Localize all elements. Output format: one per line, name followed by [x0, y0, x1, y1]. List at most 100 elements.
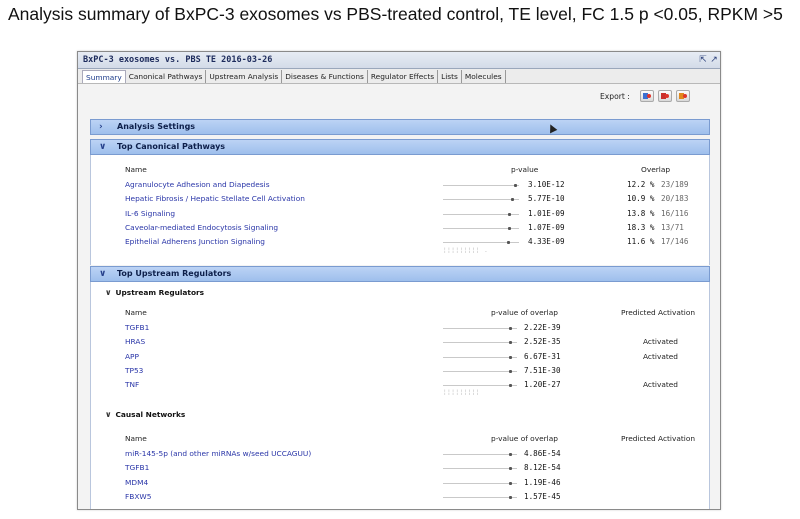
- pvalue-bar-track: [443, 199, 519, 201]
- overlap-count: 13/71: [661, 222, 684, 232]
- slide-title: Analysis summary of BxPC-3 exosomes vs P…: [8, 4, 783, 24]
- overlap-count: 16/116: [661, 208, 689, 218]
- pathway-link[interactable]: Caveolar-mediated Endocytosis Signaling: [125, 222, 279, 232]
- pvalue-bar-track: [443, 185, 519, 186]
- pvalue-value: 2.52E-35: [524, 337, 561, 347]
- export-powerpoint-icon[interactable]: [676, 90, 690, 102]
- top-upstream-regulators-label: Top Upstream Regulators: [117, 269, 232, 278]
- predicted-activation-value: Activated: [643, 380, 678, 390]
- pvalue-bar-track: [443, 356, 517, 358]
- export-excel-icon[interactable]: [640, 90, 654, 102]
- top-canonical-pathways-label: Top Canonical Pathways: [117, 142, 226, 151]
- analysis-settings-header[interactable]: › Analysis Settings: [90, 119, 710, 135]
- window-titlebar: BxPC-3 exosomes vs. PBS TE 2016-03-26 ⇱ …: [78, 52, 720, 69]
- tab-regulator-effects[interactable]: Regulator Effects: [368, 70, 439, 83]
- restore-icon[interactable]: ⇱: [699, 54, 707, 64]
- upstream-regulators-panel: ∨ Upstream Regulators Name p-value of ove…: [90, 282, 710, 509]
- causal-networks-subheader[interactable]: ∨ Causal Networks: [105, 410, 185, 419]
- pvalue-value: 1.01E-09: [528, 208, 565, 218]
- pvalue-value: 3.10E-12: [528, 180, 565, 189]
- upstream-regulators-subheader[interactable]: ∨ Upstream Regulators: [105, 288, 204, 297]
- window-title: BxPC-3 exosomes vs. PBS TE 2016-03-26: [83, 55, 273, 65]
- col-name: Name: [125, 434, 147, 443]
- pvalue-bar-track: [443, 213, 519, 215]
- pvalue-bar-marker: [509, 467, 512, 471]
- top-upstream-regulators-header[interactable]: ∨ Top Upstream Regulators: [90, 266, 710, 282]
- pvalue-value: 4.86E-54: [524, 449, 561, 458]
- tab-upstream-analysis[interactable]: Upstream Analysis: [206, 70, 283, 83]
- regulator-link[interactable]: miR-145-5p (and other miRNAs w/seed UCCA…: [125, 449, 312, 458]
- col-predicted-activation: Predicted Activation: [621, 308, 696, 317]
- export-label: Export :: [600, 92, 630, 101]
- tab-canonical-pathways[interactable]: Canonical Pathways: [126, 70, 207, 83]
- pvalue-bar-marker: [509, 355, 512, 359]
- pvalue-bar-track: [443, 342, 517, 344]
- pvalue-bar-marker: [509, 384, 512, 388]
- pvalue-bar-marker: [509, 495, 512, 499]
- export-bar: Export :: [78, 84, 720, 106]
- predicted-activation-value: Activated: [643, 351, 678, 361]
- col-predicted-activation: Predicted Activation: [621, 434, 696, 443]
- chevron-down-icon: ∨: [99, 269, 107, 279]
- pvalue-bar-marker: [509, 369, 512, 373]
- tab-lists[interactable]: Lists: [438, 70, 462, 83]
- col-overlap: Overlap: [641, 165, 671, 174]
- regulator-link[interactable]: FBXW5: [125, 491, 152, 501]
- overlap-percent: 11.6 %: [627, 237, 655, 247]
- col-pvalue-overlap: p-value of overlap: [491, 308, 558, 317]
- pvalue-bar-marker: [511, 198, 514, 202]
- pvalue-bar-track: [443, 242, 519, 244]
- tab-summary[interactable]: Summary: [82, 70, 126, 83]
- pvalue-value: 1.19E-46: [524, 477, 561, 487]
- pvalue-value: 1.07E-09: [528, 222, 565, 232]
- regulator-link[interactable]: HRAS: [125, 337, 146, 347]
- pvalue-bar-track: [443, 370, 517, 372]
- ipa-analysis-window: BxPC-3 exosomes vs. PBS TE 2016-03-26 ⇱ …: [77, 51, 721, 510]
- overlap-count: 23/189: [661, 180, 689, 189]
- pvalue-bar-marker: [508, 226, 511, 230]
- regulator-link[interactable]: TP53: [125, 365, 144, 375]
- regulator-link[interactable]: TGFB1: [125, 323, 150, 332]
- tab-bar: Summary Canonical Pathways Upstream Anal…: [78, 69, 720, 84]
- regulator-link[interactable]: TGFB1: [125, 463, 150, 473]
- pvalue-bar-track: [443, 496, 517, 498]
- pvalue-bar-marker: [509, 341, 512, 345]
- chevron-right-icon: ›: [99, 122, 103, 132]
- top-canonical-pathways-header[interactable]: ∨ Top Canonical Pathways: [90, 139, 710, 155]
- tab-molecules[interactable]: Molecules: [462, 70, 506, 83]
- pvalue-value: 4.33E-09: [528, 237, 565, 247]
- pvalue-bar-marker: [514, 184, 517, 187]
- popout-icon[interactable]: ↗: [710, 54, 718, 64]
- pvalue-bar-marker: [509, 481, 512, 485]
- pvalue-value: 8.12E-54: [524, 463, 561, 473]
- regulator-link[interactable]: MDM4: [125, 477, 149, 487]
- pathway-link[interactable]: Agranulocyte Adhesion and Diapedesis: [125, 180, 270, 189]
- pvalue-bar-track: [443, 482, 517, 484]
- col-name: Name: [125, 308, 147, 317]
- overlap-percent: 12.2 %: [627, 180, 655, 189]
- pathway-link[interactable]: Epithelial Adherens Junction Signaling: [125, 237, 265, 247]
- tab-diseases-functions[interactable]: Diseases & Functions: [282, 70, 368, 83]
- pvalue-axis-ticks: ¦¦¦¦¦¦¦¦¦: [443, 389, 481, 396]
- pvalue-bar-track: [443, 227, 519, 229]
- pvalue-bar-track: [443, 385, 517, 387]
- analysis-settings-label: Analysis Settings: [117, 122, 196, 131]
- pvalue-value: 7.51E-30: [524, 365, 561, 375]
- regulator-link[interactable]: TNF: [125, 380, 140, 390]
- pvalue-bar-marker: [509, 327, 512, 330]
- col-pvalue-overlap: p-value of overlap: [491, 434, 558, 443]
- pathway-link[interactable]: Hepatic Fibrosis / Hepatic Stellate Cell…: [125, 194, 305, 204]
- overlap-count: 17/146: [661, 237, 689, 247]
- overlap-percent: 18.3 %: [627, 222, 655, 232]
- pvalue-bar-track: [443, 328, 517, 329]
- export-pdf-icon[interactable]: [658, 90, 672, 102]
- overlap-percent: 10.9 %: [627, 194, 655, 204]
- canonical-pathways-panel: Name p-value Overlap Agranulocyte Adhesi…: [90, 155, 710, 265]
- pvalue-value: 2.22E-39: [524, 323, 561, 332]
- upstream-regulators-label: Upstream Regulators: [115, 288, 205, 297]
- regulator-link[interactable]: APP: [125, 351, 139, 361]
- chevron-down-icon: ∨: [105, 410, 112, 419]
- pvalue-value: 6.67E-31: [524, 351, 561, 361]
- pvalue-value: 1.57E-45: [524, 491, 561, 501]
- pathway-link[interactable]: IL-6 Signaling: [125, 208, 176, 218]
